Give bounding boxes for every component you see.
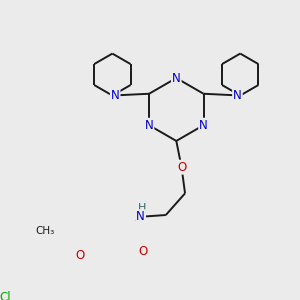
Text: N: N: [199, 119, 208, 132]
Text: N: N: [111, 89, 119, 102]
Text: N: N: [136, 210, 145, 223]
Text: N: N: [172, 71, 181, 85]
Text: O: O: [177, 160, 186, 174]
Text: N: N: [145, 119, 153, 132]
Text: H: H: [138, 203, 146, 213]
Text: O: O: [139, 245, 148, 258]
Text: CH₃: CH₃: [35, 226, 54, 236]
Text: N: N: [233, 89, 242, 102]
Text: Cl: Cl: [0, 291, 11, 300]
Text: O: O: [76, 249, 85, 262]
